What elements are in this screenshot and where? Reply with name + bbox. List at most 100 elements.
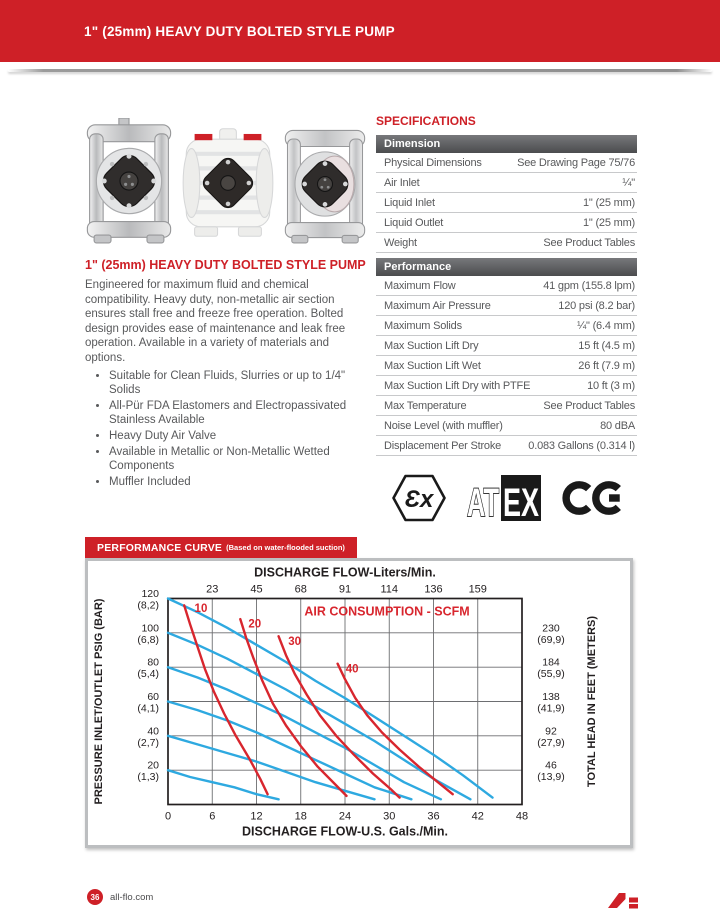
performance-curve-panel: DISCHARGE FLOW-Liters/Min. DISCHARGE FLOW…: [85, 558, 633, 848]
feature-bullet: All-Pür FDA Elastomers and Electropassiv…: [109, 399, 367, 428]
right-tick-label: 230 (69,9): [537, 622, 564, 646]
feature-bullet: Muffler Included: [109, 475, 367, 490]
left-tick-label: 120 (8,2): [137, 588, 159, 612]
bottom-tick-label: 36: [427, 811, 439, 823]
right-tick-label: 138 (41,9): [537, 691, 564, 715]
air-curve-label-10: 10: [195, 603, 208, 615]
top-tick-label: 45: [250, 584, 262, 596]
flow-curve-discharge-80psi: [166, 665, 443, 801]
spec-label: Max Suction Lift Dry with PTFE: [384, 379, 531, 392]
product-title-prefix: 1" (25mm) HEAVY DUTY: [85, 258, 232, 272]
air-curve-10scfm: [182, 604, 269, 796]
left-axis-title: PRESSURE INLET/OUTLET PSIG (BAR): [93, 598, 105, 804]
spec-label: Max Suction Lift Dry: [384, 339, 479, 352]
top-tick-label: 114: [380, 584, 398, 596]
top-tick-label: 136: [424, 584, 442, 596]
product-description: Engineered for maximum fluid and chemica…: [85, 279, 346, 364]
website-link[interactable]: all-flo.com: [110, 892, 154, 903]
spec-value: 41 gpm (155.8 lpm): [543, 279, 635, 292]
right-tick-label: 184 (55,9): [537, 657, 564, 681]
bottom-tick-label: 48: [516, 811, 528, 823]
bottom-tick-label: 12: [250, 811, 262, 823]
top-tick-label: 68: [295, 584, 307, 596]
right-axis-title: TOTAL HEAD IN FEET (METERS): [586, 616, 598, 787]
page-title-prefix: 1" (25mm) HEAVY DUTY: [84, 23, 247, 39]
page-title-suffix: STYLE PUMP: [302, 23, 395, 39]
air-curve-20scfm: [239, 617, 348, 798]
svg-text:EX: EX: [503, 481, 539, 522]
spec-label: Maximum Flow: [384, 279, 456, 292]
ce-certification-icon: [562, 481, 621, 515]
spec-value: See Drawing Page 75/76: [517, 156, 635, 169]
bottom-tick-label: 30: [383, 811, 395, 823]
spec-value: 10 ft (3 m): [587, 379, 635, 392]
spec-label: Liquid Outlet: [384, 216, 444, 229]
air-curve-label-30: 30: [288, 636, 301, 648]
bottom-tick-label: 6: [209, 811, 215, 823]
feature-bullet-list: Suitable for Clean Fluids, Slurries or u…: [85, 369, 367, 490]
spec-row: Maximum Air Pressure 120 psi (8.2 bar): [376, 296, 637, 316]
right-tick-label: 46 (13,9): [537, 760, 564, 784]
flow-curve-discharge-120psi: [166, 597, 494, 799]
spec-group-header: Dimension: [376, 135, 637, 153]
page-title: 1" (25mm) HEAVY DUTY BOLTED STYLE PUMP: [84, 24, 395, 39]
svg-text:AT: AT: [467, 481, 499, 522]
stainless-pump-image: [284, 129, 366, 244]
spec-row: Max Temperature See Product Tables: [376, 396, 637, 416]
flow-curve-discharge-20psi: [166, 768, 280, 801]
spec-row: Noise Level (with muffler) 80 dBA: [376, 416, 637, 436]
spec-value: 80 dBA: [600, 419, 635, 432]
spec-value: 26 ft (7.9 m): [578, 359, 635, 372]
product-photos: [85, 116, 367, 244]
page-title-bold: BOLTED: [246, 23, 303, 39]
bottom-tick-label: 18: [295, 811, 307, 823]
performance-curve-chart: DISCHARGE FLOW-Liters/Min. DISCHARGE FLOW…: [93, 566, 598, 839]
top-tick-label: 159: [469, 584, 487, 596]
air-curve-label-40: 40: [346, 663, 359, 675]
feature-bullet: Suitable for Clean Fluids, Slurries or u…: [109, 369, 367, 398]
spec-row: Max Suction Lift Dry 15 ft (4.5 m): [376, 336, 637, 356]
right-tick-label: 92 (27,9): [537, 725, 564, 749]
spec-row: Displacement Per Stroke 0.083 Gallons (0.…: [376, 436, 637, 456]
spec-row: Liquid Outlet 1" (25 mm): [376, 213, 637, 233]
spec-row: Maximum Flow 41 gpm (155.8 lpm): [376, 276, 637, 296]
spec-value: 0.083 Gallons (0.314 l): [528, 439, 635, 452]
spec-row: Max Suction Lift Wet 26 ft (7.9 m): [376, 356, 637, 376]
bottom-tick-label: 24: [339, 811, 351, 823]
spec-label: Noise Level (with muffler): [384, 419, 503, 432]
specifications-column: SPECIFICATIONS Dimension Physical Dimensi…: [376, 114, 637, 522]
header-divider: [8, 69, 712, 72]
air-curve-40scfm: [336, 662, 454, 796]
product-overview-column: 1" (25mm) HEAVY DUTY BOLTED STYLE PUMP E…: [85, 112, 367, 490]
spec-group-header: Performance: [376, 258, 637, 276]
all-flo-logo-icon: [608, 893, 638, 909]
air-curve-label-20: 20: [248, 619, 261, 631]
spec-label: Liquid Inlet: [384, 196, 435, 209]
feature-bullet: Heavy Duty Air Valve: [109, 429, 367, 444]
spec-row: Max Suction Lift Dry with PTFE 10 ft (3 m…: [376, 376, 637, 396]
top-tick-label: 23: [206, 584, 218, 596]
non-metallic-pump-image: [182, 128, 274, 237]
performance-curve-title: PERFORMANCE CURVE: [97, 541, 223, 554]
top-tick-label: 91: [339, 584, 351, 596]
spec-row: Weight See Product Tables: [376, 233, 637, 253]
product-title: 1" (25mm) HEAVY DUTY BOLTED STYLE PUMP: [85, 258, 367, 272]
left-tick-label: 20 (1,3): [137, 760, 159, 784]
spec-label: Max Suction Lift Wet: [384, 359, 481, 372]
spec-label: Air Inlet: [384, 176, 420, 189]
ex-certification-icon: Ɛx: [392, 474, 446, 522]
spec-row: Air Inlet ¼": [376, 173, 637, 193]
air-consumption-annotation: AIR CONSUMPTION - SCFM: [304, 605, 469, 619]
spec-value: See Product Tables: [543, 236, 635, 249]
metallic-pump-image: [86, 118, 172, 244]
left-tick-label: 100 (6,8): [137, 622, 159, 646]
svg-text:Ɛx: Ɛx: [405, 486, 435, 513]
atex-certification-icon: AT EX: [466, 475, 541, 522]
flow-curve-discharge-60psi: [166, 700, 413, 801]
spec-label: Max Temperature: [384, 399, 467, 412]
bottom-tick-label: 42: [472, 811, 484, 823]
certification-logos: Ɛx AT EX: [392, 474, 637, 522]
left-tick-label: 60 (4,1): [137, 691, 159, 715]
spec-value: ¼" (6.4 mm): [577, 319, 635, 332]
spec-label: Weight: [384, 236, 417, 249]
